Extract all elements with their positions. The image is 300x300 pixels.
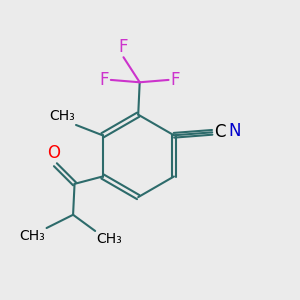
Text: O: O xyxy=(47,144,60,162)
Text: N: N xyxy=(228,122,241,140)
Text: CH₃: CH₃ xyxy=(49,110,75,124)
Text: CH₃: CH₃ xyxy=(97,232,122,246)
Text: C: C xyxy=(214,123,225,141)
Text: F: F xyxy=(100,71,110,89)
Text: CH₃: CH₃ xyxy=(20,230,45,244)
Text: F: F xyxy=(119,38,128,56)
Text: F: F xyxy=(170,71,179,89)
